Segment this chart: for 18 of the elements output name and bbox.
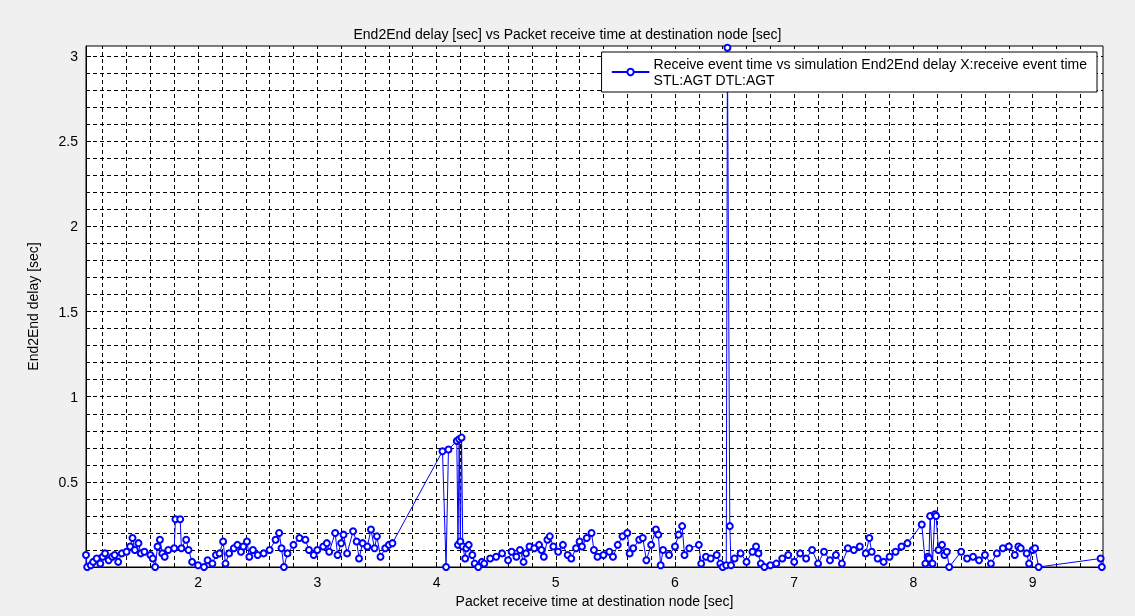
y-tick-label: 2 — [70, 218, 79, 235]
y-tick-label: 2.5 — [58, 133, 79, 150]
y-tick-label: 0.5 — [58, 473, 79, 490]
legend-label: Receive event time vs simulation End2End delay X:receive event time STL:AGT DTL:AGT — [653, 56, 1088, 88]
x-tick-label: 3 — [313, 574, 322, 590]
y-tick-label: 1.5 — [58, 303, 79, 320]
x-tick-label: 8 — [909, 574, 918, 590]
x-tick-label: 9 — [1028, 574, 1037, 590]
x-axis-title: Packet receive time at destination node [sec] — [455, 592, 734, 609]
y-tick-label: 1 — [70, 388, 79, 405]
x-tick-label: 2 — [194, 574, 203, 590]
y-axis-title: End2End delay [sec] — [25, 242, 41, 371]
x-tick-label: 4 — [432, 574, 441, 590]
x-tick-label: 7 — [790, 574, 799, 590]
x-tick-label: 5 — [551, 574, 560, 590]
chart-title: End2End delay [sec] vs Packet receive time at destination node [sec] — [353, 26, 782, 42]
x-tick-label: 6 — [671, 574, 680, 590]
y-tick-label: 3 — [70, 48, 79, 65]
